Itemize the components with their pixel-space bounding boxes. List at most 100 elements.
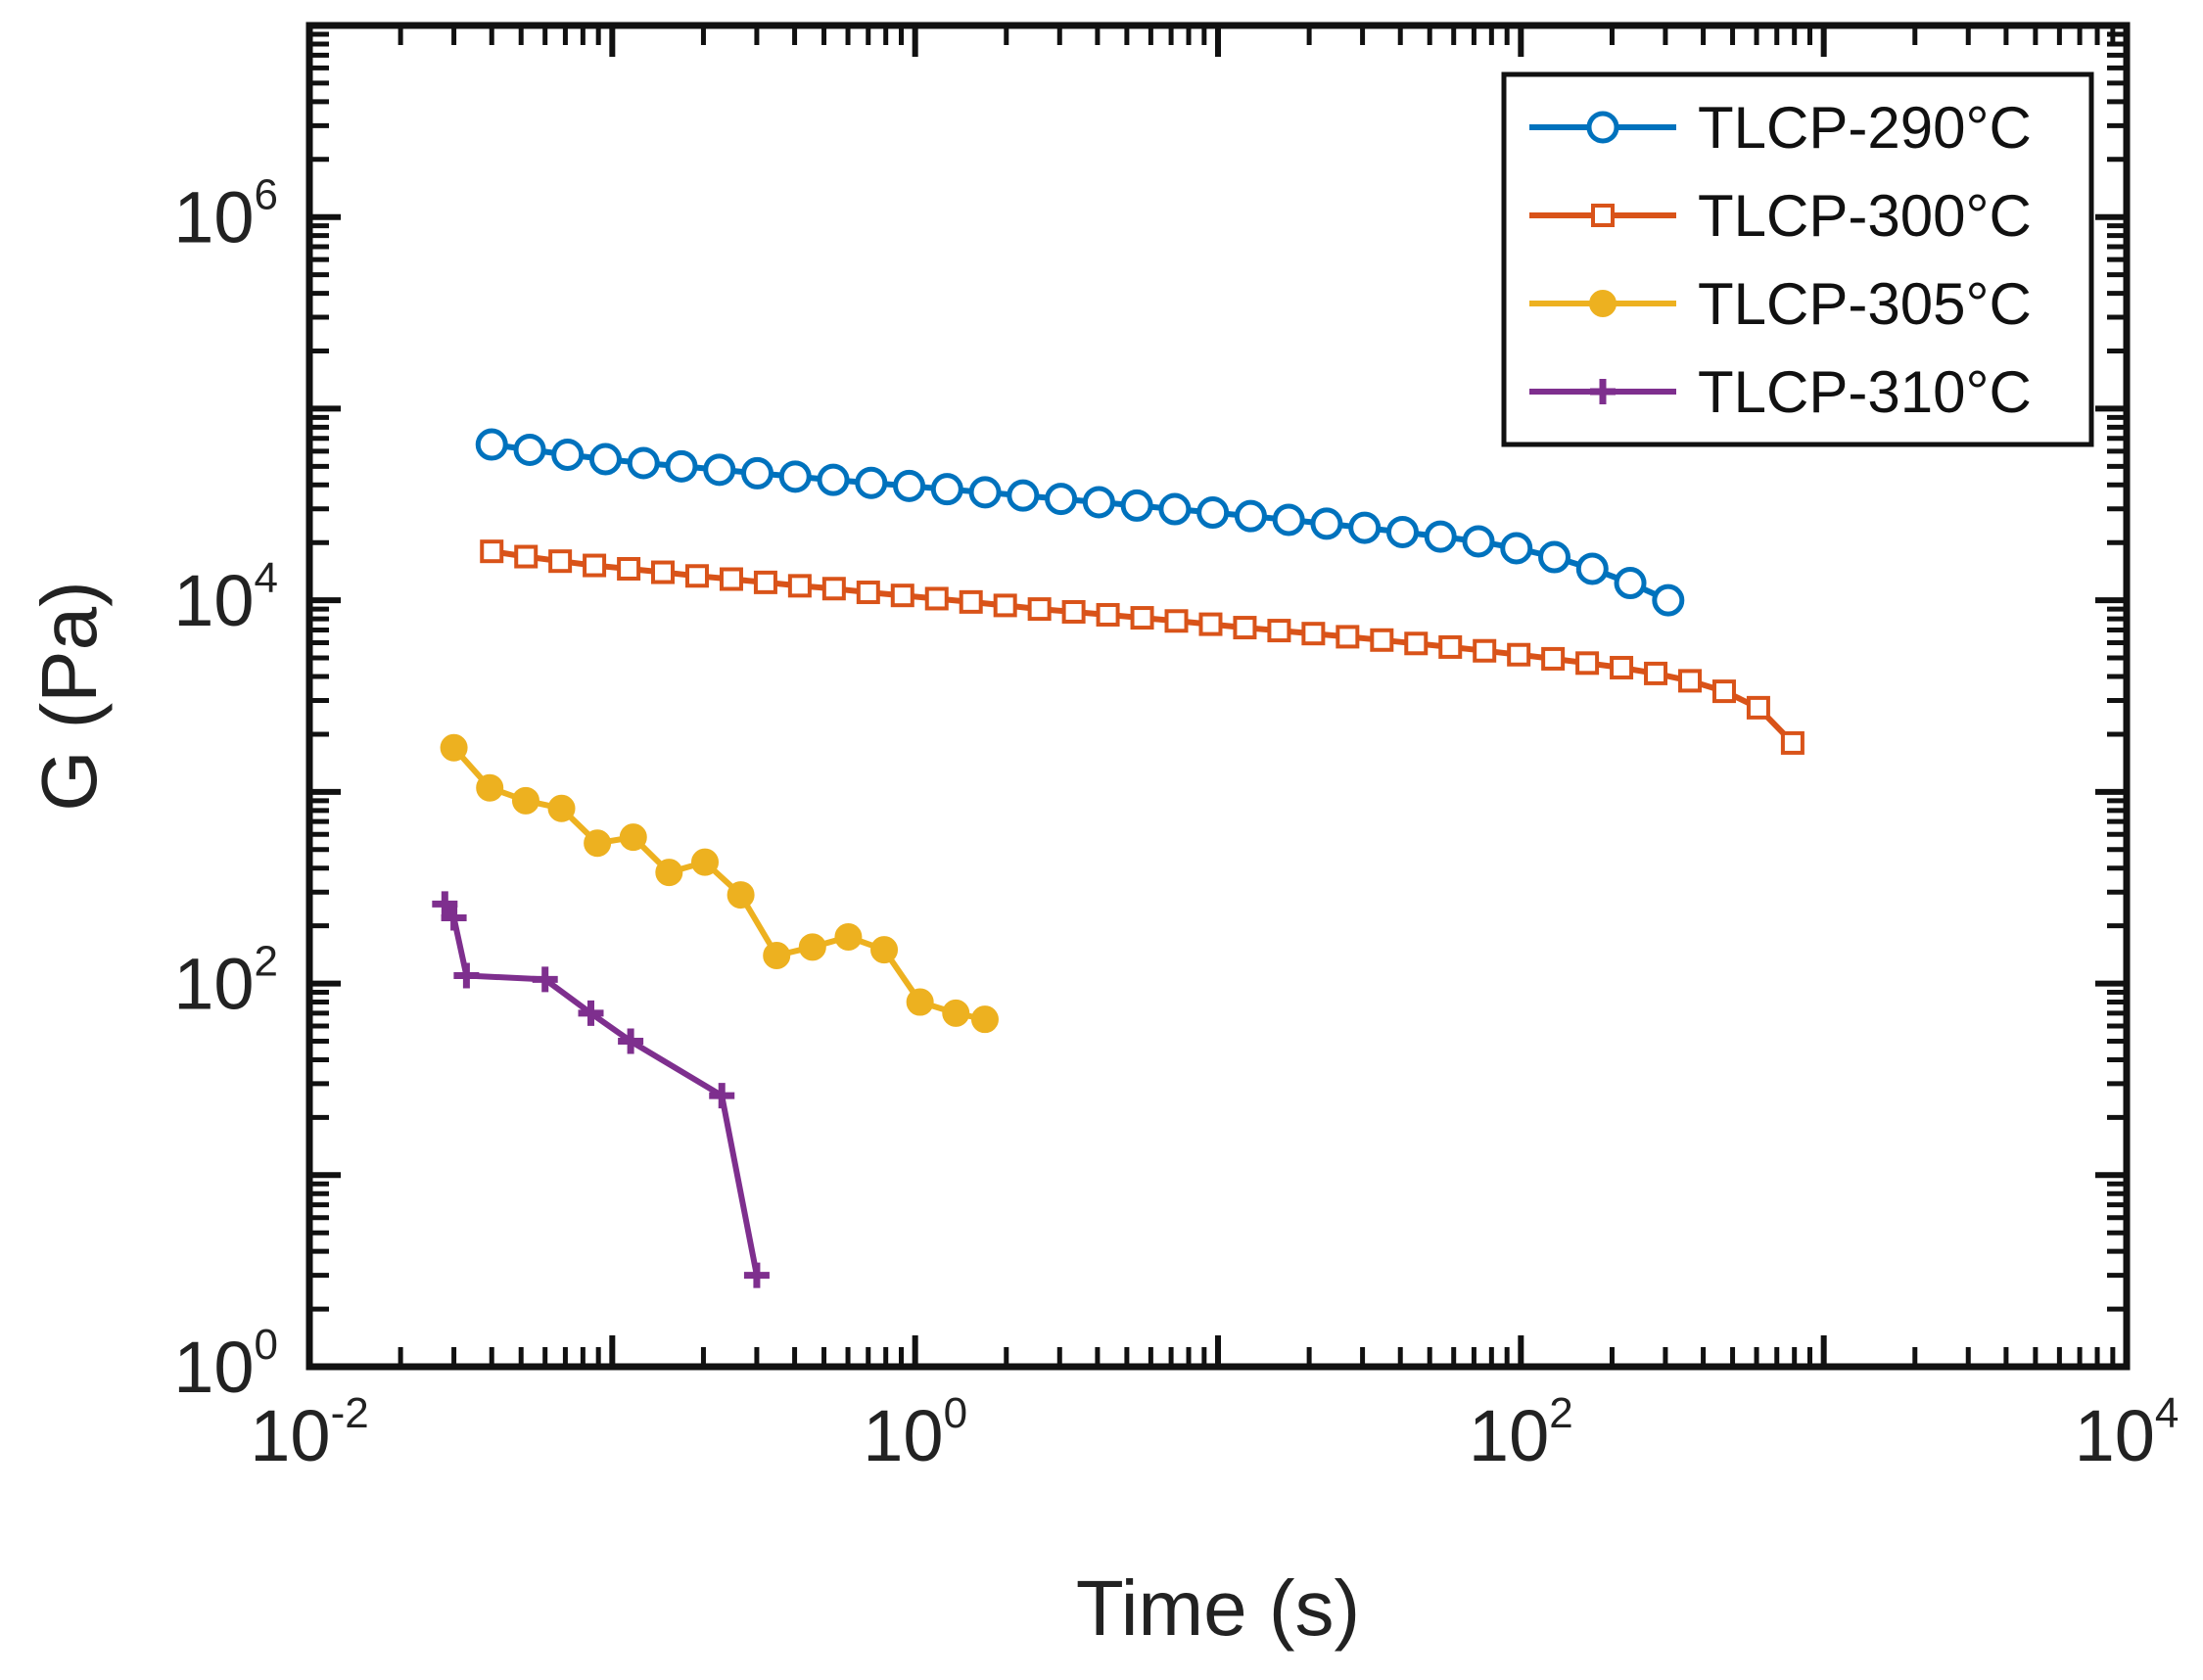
legend-entry-1: TLCP-290°C [1529,95,2032,161]
legend-label: TLCP-305°C [1698,271,2032,337]
x-tick-label: 102 [1469,1389,1573,1476]
data-point [619,823,647,852]
legend: TLCP-290°C TLCP-300°C TLCP-305°C TLCP-310°C [1501,71,2094,447]
y-tick-label-base: 10 [173,1327,254,1408]
data-point [890,583,914,608]
data-point [1198,612,1223,636]
data-point [1780,730,1805,755]
data-point [1614,567,1647,600]
data-point [870,936,899,964]
data-point [1424,520,1457,553]
data-point [1096,602,1120,627]
data-point [1473,638,1497,663]
y-tick-label: 100 [173,1321,278,1408]
data-point [650,560,675,584]
data-point [924,586,949,611]
data-point [1538,540,1571,574]
y-tick-label: 106 [173,171,278,258]
legend-label: TLCP-310°C [1698,359,2032,425]
data-point [480,539,504,564]
series-1 [475,428,1685,617]
x-tick-label-exp: 0 [944,1389,967,1437]
data-point [1652,583,1685,617]
legend-marker [1590,379,1616,404]
data-point [763,941,791,969]
y-tick-label: 102 [173,938,278,1025]
data-point [834,923,863,952]
data-point [1711,679,1736,704]
data-point [743,1262,770,1288]
data-point [441,905,467,931]
data-point [719,567,743,591]
data-point [1610,655,1634,679]
series-2 [480,539,1805,755]
data-point [532,966,558,993]
x-tick-label: 10-2 [250,1389,368,1476]
data-point [1438,634,1463,659]
data-point [703,453,736,487]
data-point [1061,599,1086,624]
data-point [855,466,888,499]
data-point [617,556,641,581]
data-point [727,881,755,910]
y-tick-label: 104 [173,554,278,641]
data-point [547,794,576,822]
data-point [942,999,970,1027]
data-point [618,1028,644,1054]
data-point [1348,511,1382,544]
data-point [513,433,546,466]
data-point [1644,661,1668,685]
legend-marker [1591,204,1615,227]
data-point [856,581,880,605]
data-point [440,733,468,762]
x-tick-label-base: 10 [1469,1395,1549,1476]
data-point [584,829,612,858]
data-point [1045,483,1078,516]
series-4 [432,891,770,1288]
data-point [1541,646,1566,671]
data-point [893,469,926,502]
x-axis-title: Time (s) [1076,1564,1360,1652]
data-point [665,449,698,483]
data-point [432,891,458,917]
legend-entry-3: TLCP-305°C [1529,271,2032,337]
legend-label: TLCP-290°C [1698,95,2032,161]
data-point [821,577,846,601]
x-tick-label-base: 10 [250,1395,330,1476]
y-tick-label-base: 10 [173,560,254,641]
data-point [1385,515,1419,548]
data-point [906,988,934,1016]
x-tick-label-exp: -2 [331,1389,369,1437]
x-tick-label-base: 10 [2075,1395,2155,1476]
data-point [1027,597,1052,622]
data-point [655,859,683,887]
data-point [578,1000,604,1026]
data-point [1678,669,1703,693]
data-point [1310,507,1343,540]
data-point [1746,695,1770,720]
y-tick-label-exp: 4 [255,554,278,602]
data-point [817,463,850,496]
data-point [583,553,607,578]
x-tick-label: 104 [2075,1389,2180,1476]
legend-marker [1586,111,1619,144]
legend-entry-2: TLCP-300°C [1529,183,2032,249]
data-point [1234,499,1267,533]
data-point [1158,492,1192,526]
data-point [475,428,508,461]
data-point [1336,625,1360,649]
data-point [588,443,622,476]
data-point [741,456,774,490]
data-point [1500,532,1533,565]
legend-marker [1589,290,1617,317]
y-tick-label-base: 10 [173,944,254,1025]
data-point [778,460,812,493]
data-point [753,570,777,594]
data-point [1301,622,1326,646]
series-layer [432,428,1805,1288]
data-point [1370,628,1394,652]
y-tick-label-exp: 0 [255,1321,278,1369]
